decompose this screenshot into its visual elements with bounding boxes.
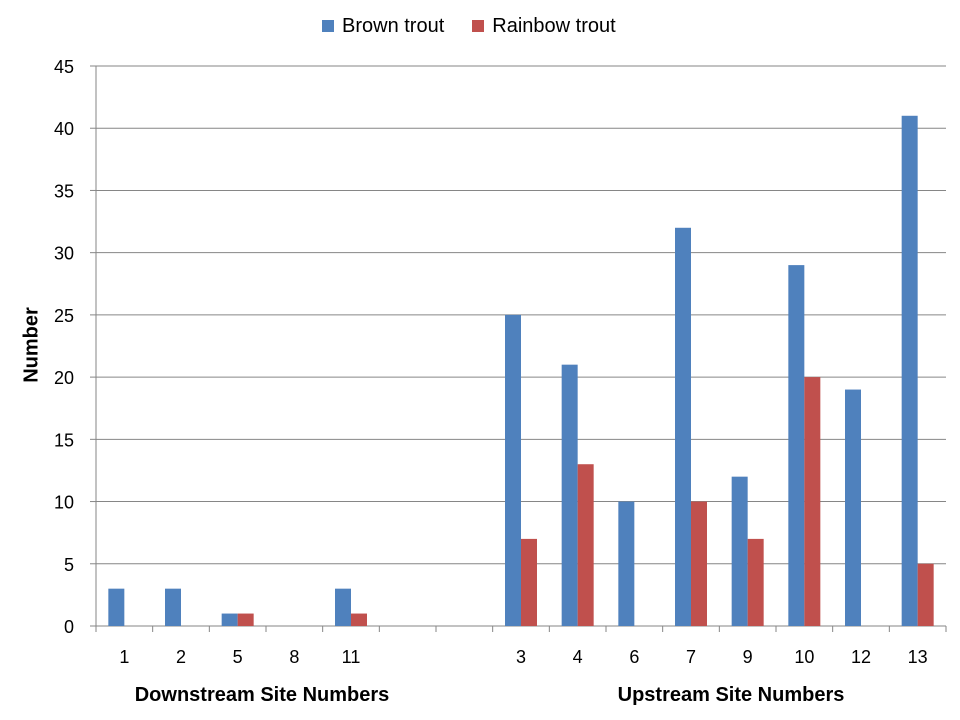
bar-rainbow-trout <box>747 538 764 626</box>
x-tick-label: 11 <box>342 647 361 667</box>
legend: Brown trout Rainbow trout <box>322 14 644 38</box>
bar-brown-trout <box>108 588 125 626</box>
x-tick-label: 3 <box>516 647 526 667</box>
y-tick-label: 30 <box>54 244 74 264</box>
x-tick-label: 6 <box>629 647 639 667</box>
y-tick-label: 5 <box>64 555 74 575</box>
legend-item-brown-trout: Brown trout <box>322 15 444 38</box>
legend-item-rainbow-trout: Rainbow trout <box>472 14 616 38</box>
y-tick-label: 45 <box>54 57 74 77</box>
legend-label-brown-trout: Brown trout <box>342 14 445 37</box>
bar-brown-trout <box>165 588 181 626</box>
bar-rainbow-trout <box>577 464 594 626</box>
legend-swatch-rainbow-trout <box>472 20 485 32</box>
bar-brown-trout <box>335 588 351 626</box>
bar-rainbow-trout <box>691 501 707 626</box>
bar-rainbow-trout <box>804 377 821 626</box>
y-tick-label: 0 <box>64 617 74 637</box>
x-tick-label: 9 <box>743 647 753 667</box>
bar-rainbow-trout <box>521 538 537 626</box>
y-axis-label: Number <box>20 307 43 383</box>
x-tick-label: 8 <box>289 647 299 667</box>
y-tick-label: 15 <box>54 430 74 450</box>
bar-rainbow-trout <box>917 563 934 626</box>
x-tick-label: 10 <box>794 647 814 667</box>
bar-brown-trout <box>221 613 238 626</box>
bar-rainbow-trout <box>237 613 254 626</box>
x-tick-label: 5 <box>233 647 243 667</box>
x-tick-label: 2 <box>176 647 186 667</box>
bar-brown-trout <box>845 389 861 626</box>
y-tick-label: 40 <box>54 119 74 139</box>
legend-swatch-brown-trout <box>322 20 334 32</box>
y-tick-label: 25 <box>54 306 74 326</box>
bar-brown-trout <box>675 227 691 626</box>
bar-brown-trout <box>788 265 805 626</box>
legend-label-rainbow-trout: Rainbow trout <box>492 14 616 37</box>
x-tick-label: 12 <box>851 647 871 667</box>
bar-brown-trout <box>618 501 635 626</box>
x-tick-label: 7 <box>686 647 696 667</box>
bar-brown-trout <box>731 476 748 626</box>
bar-rainbow-trout <box>351 613 367 626</box>
x-tick-label: 1 <box>119 647 129 667</box>
bar-brown-trout <box>901 115 918 627</box>
x-tick-label: 4 <box>573 647 583 667</box>
bar-brown-trout <box>505 314 521 626</box>
y-tick-label: 35 <box>54 181 74 201</box>
group-label-upstream: Upstream Site Numbers <box>617 684 845 706</box>
bar-brown-trout <box>561 364 578 626</box>
x-tick-label: 13 <box>908 647 928 667</box>
group-label-downstream: Downstream Site Numbers <box>134 684 390 706</box>
y-tick-label: 10 <box>54 493 74 513</box>
y-tick-label: 20 <box>54 368 74 388</box>
